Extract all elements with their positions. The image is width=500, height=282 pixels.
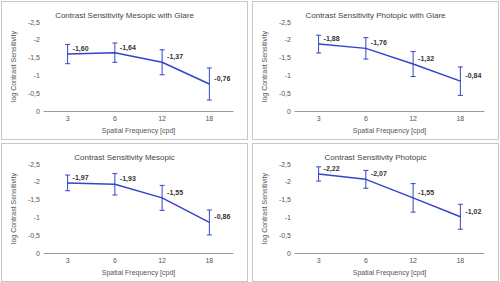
svg-text:-0,5: -0,5 xyxy=(279,232,291,239)
svg-text:0: 0 xyxy=(36,108,40,115)
svg-text:Contrast Sensitivity Mesopic: Contrast Sensitivity Mesopic xyxy=(74,153,174,162)
svg-text:Spatial Frequency [cpd]: Spatial Frequency [cpd] xyxy=(353,127,427,135)
svg-text:-0,84: -0,84 xyxy=(465,72,481,80)
svg-text:-2,5: -2,5 xyxy=(279,161,291,168)
svg-text:0: 0 xyxy=(36,250,40,257)
svg-text:-1,60: -1,60 xyxy=(73,45,89,53)
svg-text:-1: -1 xyxy=(285,72,291,79)
svg-text:-2,22: -2,22 xyxy=(324,165,340,173)
svg-text:-1,02: -1,02 xyxy=(465,208,481,216)
svg-text:18: 18 xyxy=(205,257,213,264)
svg-text:0: 0 xyxy=(287,108,291,115)
svg-text:-1,97: -1,97 xyxy=(73,174,89,182)
svg-text:Spatial Frequency [cpd]: Spatial Frequency [cpd] xyxy=(353,269,427,277)
svg-text:-1,37: -1,37 xyxy=(167,53,183,61)
svg-text:-1,5: -1,5 xyxy=(28,54,40,61)
svg-text:log Contrast Sensitivity: log Contrast Sensitivity xyxy=(261,172,269,244)
svg-text:6: 6 xyxy=(113,257,117,264)
svg-text:Spatial Frequency [cpd]: Spatial Frequency [cpd] xyxy=(102,127,176,135)
svg-text:6: 6 xyxy=(113,115,117,122)
svg-text:-0,5: -0,5 xyxy=(28,90,40,97)
svg-text:18: 18 xyxy=(456,115,464,122)
svg-text:-1,76: -1,76 xyxy=(371,39,387,47)
svg-text:-0,86: -0,86 xyxy=(214,213,230,221)
svg-text:-1: -1 xyxy=(34,214,40,221)
svg-text:log Contrast Sensitivity: log Contrast Sensitivity xyxy=(10,30,18,102)
svg-text:-1,5: -1,5 xyxy=(279,54,291,61)
svg-text:-2,5: -2,5 xyxy=(279,19,291,26)
svg-text:3: 3 xyxy=(66,115,70,122)
svg-text:12: 12 xyxy=(409,115,417,122)
svg-text:-1,88: -1,88 xyxy=(324,35,340,43)
svg-text:-0,5: -0,5 xyxy=(28,232,40,239)
svg-text:3: 3 xyxy=(66,257,70,264)
svg-text:Contrast Sensitivity Mesopic w: Contrast Sensitivity Mesopic with Glare xyxy=(55,11,194,20)
svg-text:-2: -2 xyxy=(285,178,291,185)
svg-text:-1: -1 xyxy=(34,72,40,79)
svg-text:12: 12 xyxy=(409,257,417,264)
svg-text:-1,93: -1,93 xyxy=(120,175,136,183)
svg-text:-2: -2 xyxy=(34,178,40,185)
svg-text:6: 6 xyxy=(364,257,368,264)
svg-text:-2: -2 xyxy=(34,36,40,43)
svg-text:-1,64: -1,64 xyxy=(120,44,136,52)
svg-text:-1,55: -1,55 xyxy=(167,189,183,197)
svg-text:12: 12 xyxy=(158,257,166,264)
svg-text:-2,5: -2,5 xyxy=(28,19,40,26)
svg-text:6: 6 xyxy=(364,115,368,122)
svg-text:-1,32: -1,32 xyxy=(418,55,434,63)
svg-text:18: 18 xyxy=(205,115,213,122)
svg-text:-0,5: -0,5 xyxy=(279,90,291,97)
svg-text:18: 18 xyxy=(456,257,464,264)
svg-text:-2,07: -2,07 xyxy=(371,170,387,178)
svg-text:-2: -2 xyxy=(285,36,291,43)
svg-text:3: 3 xyxy=(317,115,321,122)
svg-text:-1: -1 xyxy=(285,214,291,221)
svg-text:0: 0 xyxy=(287,250,291,257)
svg-text:log Contrast Sensitivity: log Contrast Sensitivity xyxy=(261,30,269,102)
svg-text:-1,5: -1,5 xyxy=(28,196,40,203)
svg-text:-1,55: -1,55 xyxy=(418,189,434,197)
svg-text:-1,5: -1,5 xyxy=(279,196,291,203)
svg-text:12: 12 xyxy=(158,115,166,122)
svg-text:Contrast Sensitivity Photopic: Contrast Sensitivity Photopic xyxy=(325,153,427,162)
svg-text:3: 3 xyxy=(317,257,321,264)
svg-text:log Contrast Sensitivity: log Contrast Sensitivity xyxy=(10,172,18,244)
svg-text:Contrast Sensitivity Photopic: Contrast Sensitivity Photopic with Glare xyxy=(305,11,446,20)
svg-text:-0,76: -0,76 xyxy=(214,75,230,83)
svg-text:-2,5: -2,5 xyxy=(28,161,40,168)
svg-text:Spatial Frequency [cpd]: Spatial Frequency [cpd] xyxy=(102,269,176,277)
